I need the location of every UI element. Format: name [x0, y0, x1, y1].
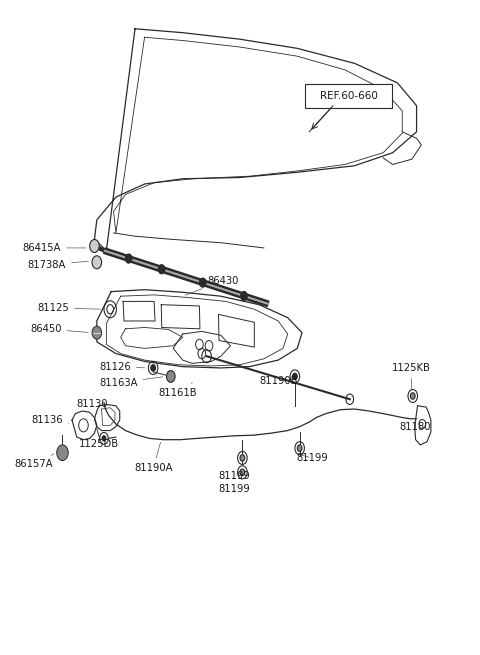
- Circle shape: [57, 445, 68, 460]
- Circle shape: [240, 291, 247, 301]
- Text: 81136: 81136: [31, 415, 68, 425]
- Circle shape: [125, 254, 132, 263]
- Text: 81199: 81199: [218, 471, 250, 481]
- Text: 81125: 81125: [37, 303, 100, 313]
- Circle shape: [158, 265, 165, 274]
- Circle shape: [292, 373, 297, 380]
- Text: 81199: 81199: [296, 453, 328, 463]
- Circle shape: [297, 445, 302, 451]
- Text: 86450: 86450: [30, 324, 88, 334]
- Text: 81190A: 81190A: [134, 442, 172, 474]
- FancyBboxPatch shape: [305, 84, 392, 107]
- Text: 81130: 81130: [77, 400, 108, 412]
- Text: 81161B: 81161B: [159, 383, 197, 398]
- Circle shape: [199, 278, 206, 287]
- Circle shape: [151, 365, 156, 371]
- Circle shape: [92, 326, 102, 339]
- Circle shape: [90, 240, 99, 252]
- Circle shape: [410, 393, 415, 400]
- Text: 86157A: 86157A: [15, 454, 54, 470]
- Text: 81163A: 81163A: [99, 377, 163, 388]
- Text: 1125DB: 1125DB: [79, 438, 119, 449]
- Circle shape: [167, 371, 175, 383]
- Text: 81738A: 81738A: [28, 260, 88, 270]
- Text: REF.60-660: REF.60-660: [320, 91, 377, 101]
- Text: 86430: 86430: [185, 276, 239, 295]
- Text: 81126: 81126: [99, 362, 144, 371]
- Circle shape: [240, 455, 245, 461]
- Text: 81199: 81199: [218, 479, 250, 495]
- Text: 86415A: 86415A: [23, 243, 86, 253]
- Circle shape: [240, 469, 245, 476]
- Text: 1125KB: 1125KB: [392, 363, 431, 390]
- Circle shape: [92, 255, 102, 269]
- Text: 81190B: 81190B: [259, 376, 298, 386]
- Text: 81180: 81180: [400, 422, 432, 432]
- Circle shape: [102, 436, 106, 441]
